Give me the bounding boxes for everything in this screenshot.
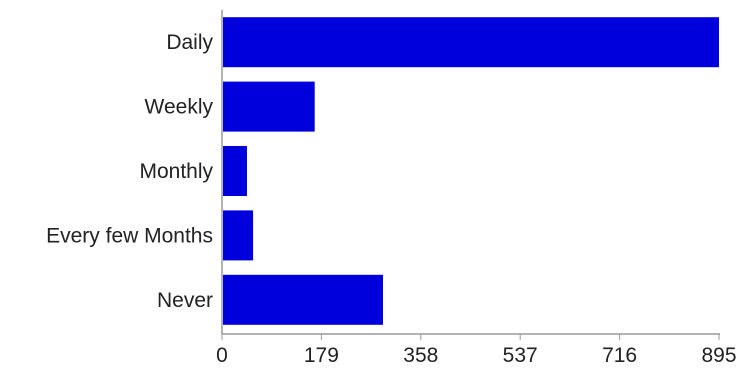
x-tick-label-895: 895 — [701, 344, 736, 367]
x-tick-label-537: 537 — [503, 344, 538, 367]
category-labels: Daily Weekly Monthly Every few Months Never — [46, 31, 213, 312]
bar-weekly — [223, 81, 315, 132]
x-axis-ticks — [221, 334, 720, 340]
category-label-weekly: Weekly — [145, 96, 214, 119]
category-label-monthly: Monthly — [139, 160, 213, 183]
x-tick-label-0: 0 — [216, 344, 228, 367]
x-tick-label-358: 358 — [403, 344, 438, 367]
bar-monthly — [223, 146, 247, 196]
x-tick-label-716: 716 — [602, 344, 637, 367]
x-axis-tick-labels: 0 179 358 537 716 895 — [216, 344, 736, 367]
category-label-daily: Daily — [166, 31, 213, 54]
x-tick-label-179: 179 — [304, 344, 339, 367]
category-label-never: Never — [157, 289, 213, 312]
bar-every-few-months — [223, 210, 254, 261]
bar-daily — [223, 17, 719, 68]
bar-never — [223, 274, 383, 325]
category-label-every-few-months: Every few Months — [46, 224, 213, 247]
bars-group — [223, 17, 719, 325]
